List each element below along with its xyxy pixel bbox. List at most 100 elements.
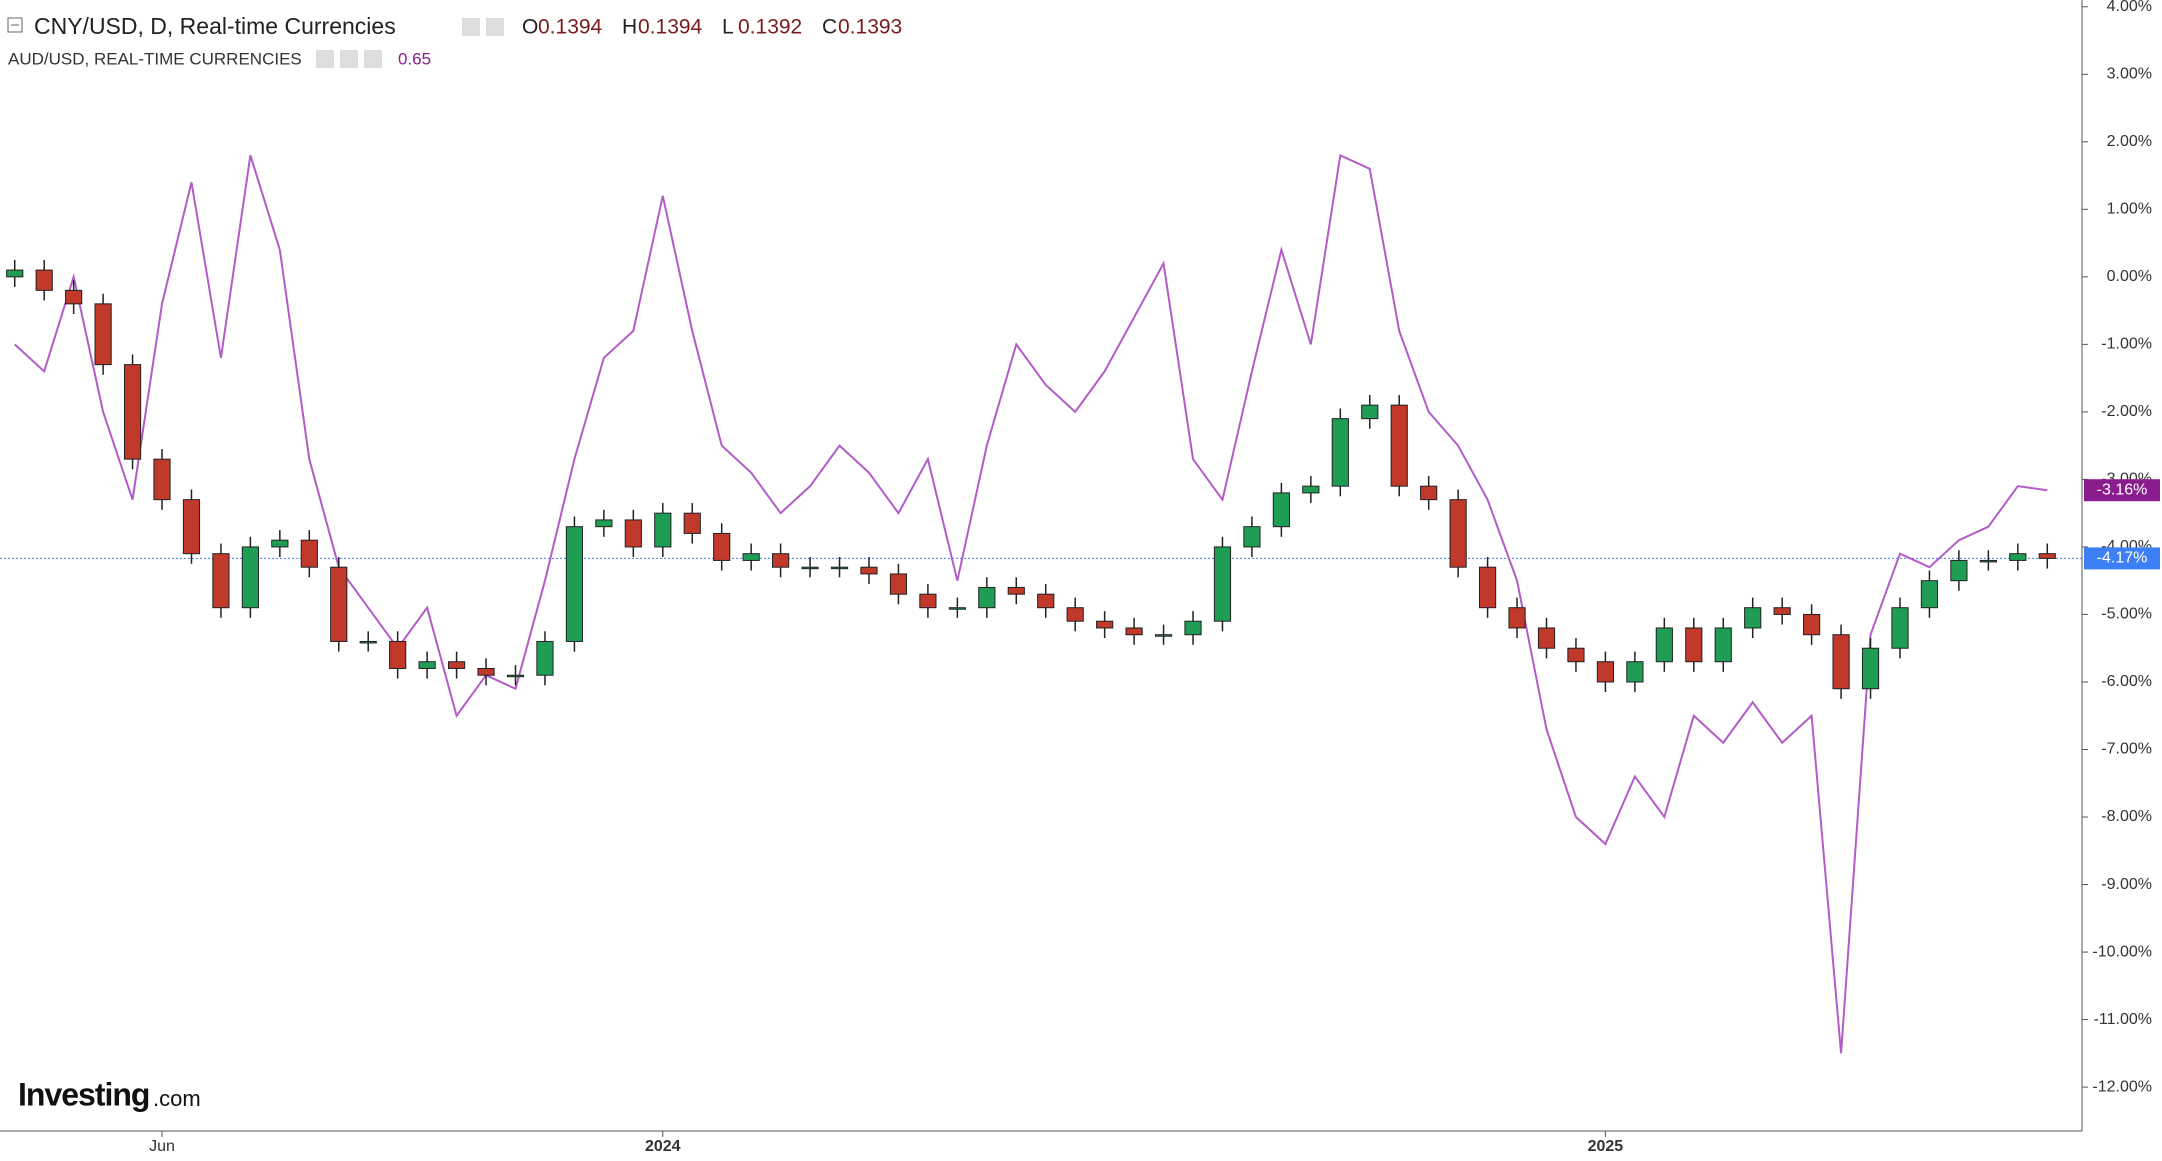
candle-body [300, 539, 318, 568]
candle-body [742, 553, 760, 561]
candle-body [1685, 627, 1703, 663]
candle [1537, 617, 1556, 659]
candle-body [1096, 620, 1114, 629]
candle [978, 577, 996, 618]
candle [1125, 617, 1143, 645]
candle-body [889, 573, 908, 595]
candle-body [241, 546, 259, 609]
candle [1508, 597, 1526, 639]
candle-body [65, 289, 83, 305]
series-line [14, 153, 2048, 1054]
overlay-value: 0.65 [398, 49, 431, 68]
candle-body [1302, 485, 1320, 494]
candle-body [624, 519, 642, 548]
candle-body [1714, 627, 1732, 663]
icon[interactable] [462, 18, 480, 36]
candle [1037, 584, 1055, 618]
candle-body [1390, 404, 1408, 487]
candle [860, 557, 878, 585]
candle-body [801, 566, 819, 570]
candle [1832, 624, 1850, 699]
y-tick-label: -6.00% [2101, 673, 2152, 690]
overlay-title: AUD/USD, REAL-TIME CURRENCIES [8, 49, 302, 68]
brand: Investing [18, 1076, 149, 1112]
candle-body [1243, 526, 1261, 548]
candle [94, 293, 112, 375]
candle-body [1420, 485, 1438, 501]
icon[interactable] [316, 50, 334, 68]
candle-body [477, 667, 495, 676]
candle [65, 280, 83, 314]
candle [1891, 597, 1909, 659]
candle [506, 665, 525, 686]
candle [123, 354, 142, 470]
candle-body [123, 364, 142, 460]
candle [1184, 611, 1202, 645]
candle [1096, 611, 1114, 639]
candle [624, 509, 642, 558]
header-icons[interactable] [316, 18, 504, 68]
candle-body [919, 593, 937, 609]
y-tick-label: -7.00% [2101, 741, 2152, 758]
candle [1979, 550, 1997, 571]
icon[interactable] [364, 50, 382, 68]
candle [1685, 617, 1703, 672]
y-tick-label: 2.00% [2107, 133, 2152, 150]
candle [1361, 395, 1379, 429]
y-tick-label: 3.00% [2107, 65, 2152, 82]
candle-body [1773, 607, 1791, 615]
candle-body [153, 458, 171, 501]
candle [772, 543, 790, 578]
candle [1154, 624, 1173, 645]
ohlc-value: 0.1393 [838, 16, 902, 39]
y-tick-label: -8.00% [2101, 808, 2152, 825]
candle-body [35, 269, 53, 291]
candle-body [1272, 492, 1290, 528]
candle [1773, 597, 1791, 625]
y-tick-label: -11.00% [2094, 1011, 2152, 1028]
candle-body [1125, 627, 1143, 636]
candle-body [713, 532, 731, 561]
y-tick-label: -5.00% [2101, 606, 2152, 623]
candle-body [271, 539, 289, 548]
ohlc-value: 0.1394 [638, 16, 703, 39]
candle-body [1037, 593, 1055, 609]
candle [536, 631, 554, 686]
y-tick-label: 4.00% [2107, 0, 2152, 15]
collapse-icon[interactable] [7, 17, 23, 33]
ohlc-key: H [622, 16, 637, 39]
candle-body [948, 607, 966, 610]
brand-suffix: .com [153, 1086, 201, 1111]
candle-body [447, 661, 466, 669]
candle-body [1596, 661, 1615, 683]
candle [889, 563, 908, 605]
icon[interactable] [486, 18, 504, 36]
candle [2009, 543, 2027, 571]
candle [1243, 516, 1261, 558]
candle [742, 543, 760, 571]
candle [1920, 570, 1939, 618]
x-tick-label: Jun [149, 1138, 175, 1155]
candle-body [1449, 499, 1467, 568]
candle [212, 543, 230, 618]
candle-body [1950, 559, 1968, 582]
candle [1066, 597, 1084, 632]
icon[interactable] [340, 50, 358, 68]
candle-body [1920, 580, 1939, 609]
candle-body [2038, 553, 2056, 559]
candle-body [1803, 613, 1821, 636]
candle [447, 651, 466, 679]
y-tick-label: -9.00% [2101, 876, 2152, 893]
y-tick-label: -12.00% [2092, 1078, 2152, 1095]
y-tick-label: -10.00% [2092, 943, 2152, 960]
candle-body [1331, 418, 1349, 487]
candle [6, 259, 24, 287]
candle [919, 584, 937, 618]
ohlc-value: 0.1394 [538, 16, 603, 39]
candle-body [978, 586, 996, 609]
candle [1596, 651, 1615, 693]
candle [1714, 617, 1732, 672]
candle [1626, 651, 1644, 693]
candle [182, 489, 201, 564]
